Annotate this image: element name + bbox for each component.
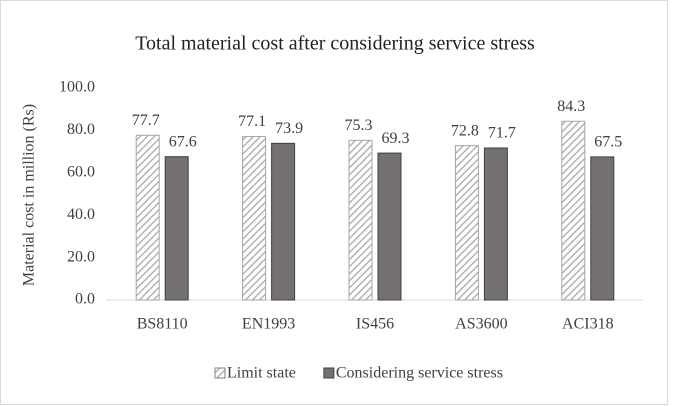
data-label: 67.5 <box>594 134 622 151</box>
y-tick-label: 100.0 <box>59 79 95 96</box>
bar <box>590 156 615 301</box>
y-tick-label: 80.0 <box>67 121 95 138</box>
data-label: 69.3 <box>382 130 410 147</box>
y-axis-title: Material cost in million (Rs) <box>21 104 38 286</box>
data-label: 67.6 <box>169 133 197 150</box>
bar <box>348 139 373 301</box>
chart-title: Total material cost after considering se… <box>135 33 535 55</box>
data-label: 75.3 <box>345 117 373 134</box>
data-label: 84.3 <box>557 98 585 115</box>
bar <box>135 134 160 301</box>
data-label: 72.8 <box>451 122 479 139</box>
legend-label: Considering service stress <box>336 365 503 382</box>
data-label: 77.7 <box>132 112 160 129</box>
legend-swatch <box>323 367 335 379</box>
data-label: 71.7 <box>488 125 516 142</box>
y-tick-label: 20.0 <box>67 248 95 265</box>
x-tick-label: BS8110 <box>137 316 188 333</box>
y-tick-label: 40.0 <box>67 206 95 223</box>
bar <box>483 147 508 301</box>
legend-label: Limit state <box>227 365 296 382</box>
data-label: 77.1 <box>238 113 266 130</box>
x-tick-label: IS456 <box>356 316 394 333</box>
x-tick-label: EN1993 <box>242 316 295 333</box>
bar <box>242 136 267 301</box>
bar <box>561 120 586 301</box>
y-tick-label: 0.0 <box>75 291 95 308</box>
bar <box>164 156 189 301</box>
y-tick-label: 60.0 <box>67 163 95 180</box>
x-tick-label: ACI318 <box>562 316 614 333</box>
bar <box>377 152 402 301</box>
legend-swatch <box>214 367 226 379</box>
bar <box>271 142 296 301</box>
data-label: 73.9 <box>275 120 303 137</box>
x-tick-label: AS3600 <box>455 316 507 333</box>
bar <box>454 145 479 301</box>
